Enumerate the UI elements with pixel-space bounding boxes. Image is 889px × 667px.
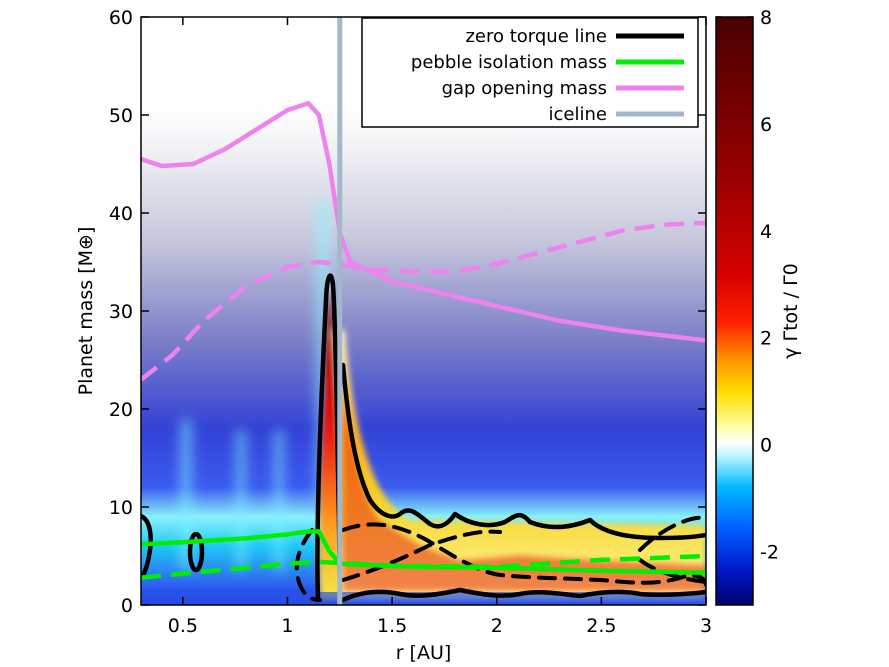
y-tick-label: 40 bbox=[109, 203, 133, 225]
x-tick-label: 0.5 bbox=[168, 615, 198, 637]
x-tick-label: 1.5 bbox=[377, 615, 407, 637]
legend: zero torque line pebble isolation mass gap… bbox=[411, 26, 684, 125]
series-line-gap-opening-mass-solid bbox=[141, 100, 706, 343]
y-tick-label: 50 bbox=[109, 105, 133, 127]
colorbar bbox=[715, 16, 754, 606]
x-tick-label: 2.5 bbox=[586, 615, 616, 637]
zero-torque-ellipse bbox=[187, 531, 205, 573]
y-tick-label: 30 bbox=[109, 301, 133, 323]
y-tick-label: 10 bbox=[109, 497, 133, 519]
zero-torque-spike bbox=[315, 273, 343, 603]
colorbar-tick-label: -2 bbox=[760, 542, 779, 564]
x-tick-label: 2 bbox=[491, 615, 503, 637]
colorbar-tick-label: 8 bbox=[760, 7, 772, 29]
x-tick-label: 1 bbox=[281, 615, 293, 637]
colorbar-label: γ Γtot / Γ0 bbox=[780, 263, 802, 359]
legend-label: iceline bbox=[549, 104, 607, 125]
zero-torque-right-upper bbox=[340, 362, 706, 541]
series-line-pebble-isolation-mass-dashed bbox=[141, 553, 706, 580]
colorbar-tick-label: 2 bbox=[760, 328, 772, 350]
x-axis-label: r [AU] bbox=[396, 642, 452, 664]
series-layer bbox=[141, 100, 706, 580]
y-tick-label: 0 bbox=[121, 595, 133, 617]
colorbar-tick-label: 0 bbox=[760, 435, 772, 457]
legend-label: pebble isolation mass bbox=[411, 52, 607, 73]
x-tick-label: 3 bbox=[700, 615, 712, 637]
zero-torque-contours bbox=[141, 273, 706, 603]
series-line-gap-opening-mass-dashed bbox=[141, 220, 706, 382]
legend-label: zero torque line bbox=[465, 26, 607, 47]
y-axis-label: Planet mass [M⊕] bbox=[75, 227, 97, 396]
zero-torque-dashed bbox=[294, 515, 706, 602]
series-line-pebble-isolation-mass-solid bbox=[141, 529, 706, 575]
y-tick-label: 20 bbox=[109, 399, 133, 421]
zero-torque-left-small bbox=[141, 513, 153, 581]
y-tick-label: 60 bbox=[109, 7, 133, 29]
legend-label: gap opening mass bbox=[442, 78, 607, 99]
colorbar-tick-label: 6 bbox=[760, 114, 772, 136]
colorbar-tick-label: 4 bbox=[760, 221, 772, 243]
zero-torque-right-lower bbox=[340, 587, 706, 603]
